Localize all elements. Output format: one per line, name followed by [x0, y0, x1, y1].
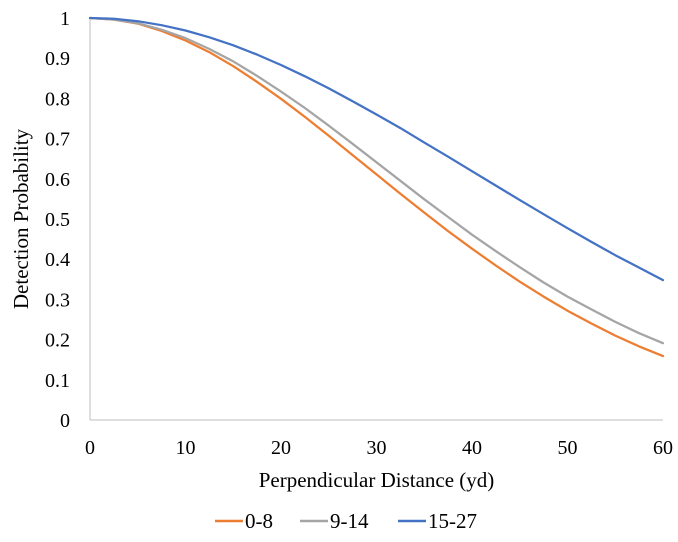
- y-tick-label: 1: [60, 8, 70, 30]
- y-tick-labels: 0 0.1 0.2 0.3 0.4 0.5 0.6 0.7 0.8 0.9 1: [45, 8, 70, 432]
- y-tick-label: 0.3: [45, 289, 70, 311]
- x-tick-label: 40: [462, 437, 482, 459]
- series-lines: [88, 16, 665, 358]
- y-tick-label: 0.9: [45, 48, 70, 70]
- y-tick-label: 0.8: [45, 88, 70, 110]
- legend: 0-8 9-14 15-27: [215, 509, 477, 533]
- legend-item-0-8: 0-8: [215, 509, 273, 533]
- series-line-0-8: [88, 16, 665, 358]
- y-axis-title: Detection Probability: [9, 128, 33, 309]
- y-tick-label: 0.7: [45, 129, 70, 151]
- y-tick-label: 0.1: [45, 370, 70, 392]
- x-tick-label: 50: [558, 437, 578, 459]
- legend-label: 15-27: [428, 509, 477, 533]
- x-tick-label: 60: [653, 437, 673, 459]
- x-tick-label: 20: [271, 437, 291, 459]
- y-tick-label: 0.6: [45, 169, 70, 191]
- series-line-15-27: [88, 16, 665, 282]
- legend-item-9-14: 9-14: [300, 509, 369, 533]
- x-tick-label: 0: [85, 437, 95, 459]
- series-line-9-14: [88, 16, 665, 345]
- legend-label: 9-14: [330, 509, 369, 533]
- x-axis-title: Perpendicular Distance (yd): [259, 468, 495, 492]
- y-tick-label: 0.2: [45, 330, 70, 352]
- legend-item-15-27: 15-27: [398, 509, 477, 533]
- x-tick-label: 10: [176, 437, 196, 459]
- y-tick-label: 0.5: [45, 209, 70, 231]
- x-tick-labels: 0 10 20 30 40 50 60: [85, 437, 673, 459]
- x-tick-label: 30: [367, 437, 387, 459]
- legend-label: 0-8: [245, 509, 273, 533]
- y-tick-label: 0: [60, 410, 70, 432]
- y-tick-label: 0.4: [45, 249, 70, 271]
